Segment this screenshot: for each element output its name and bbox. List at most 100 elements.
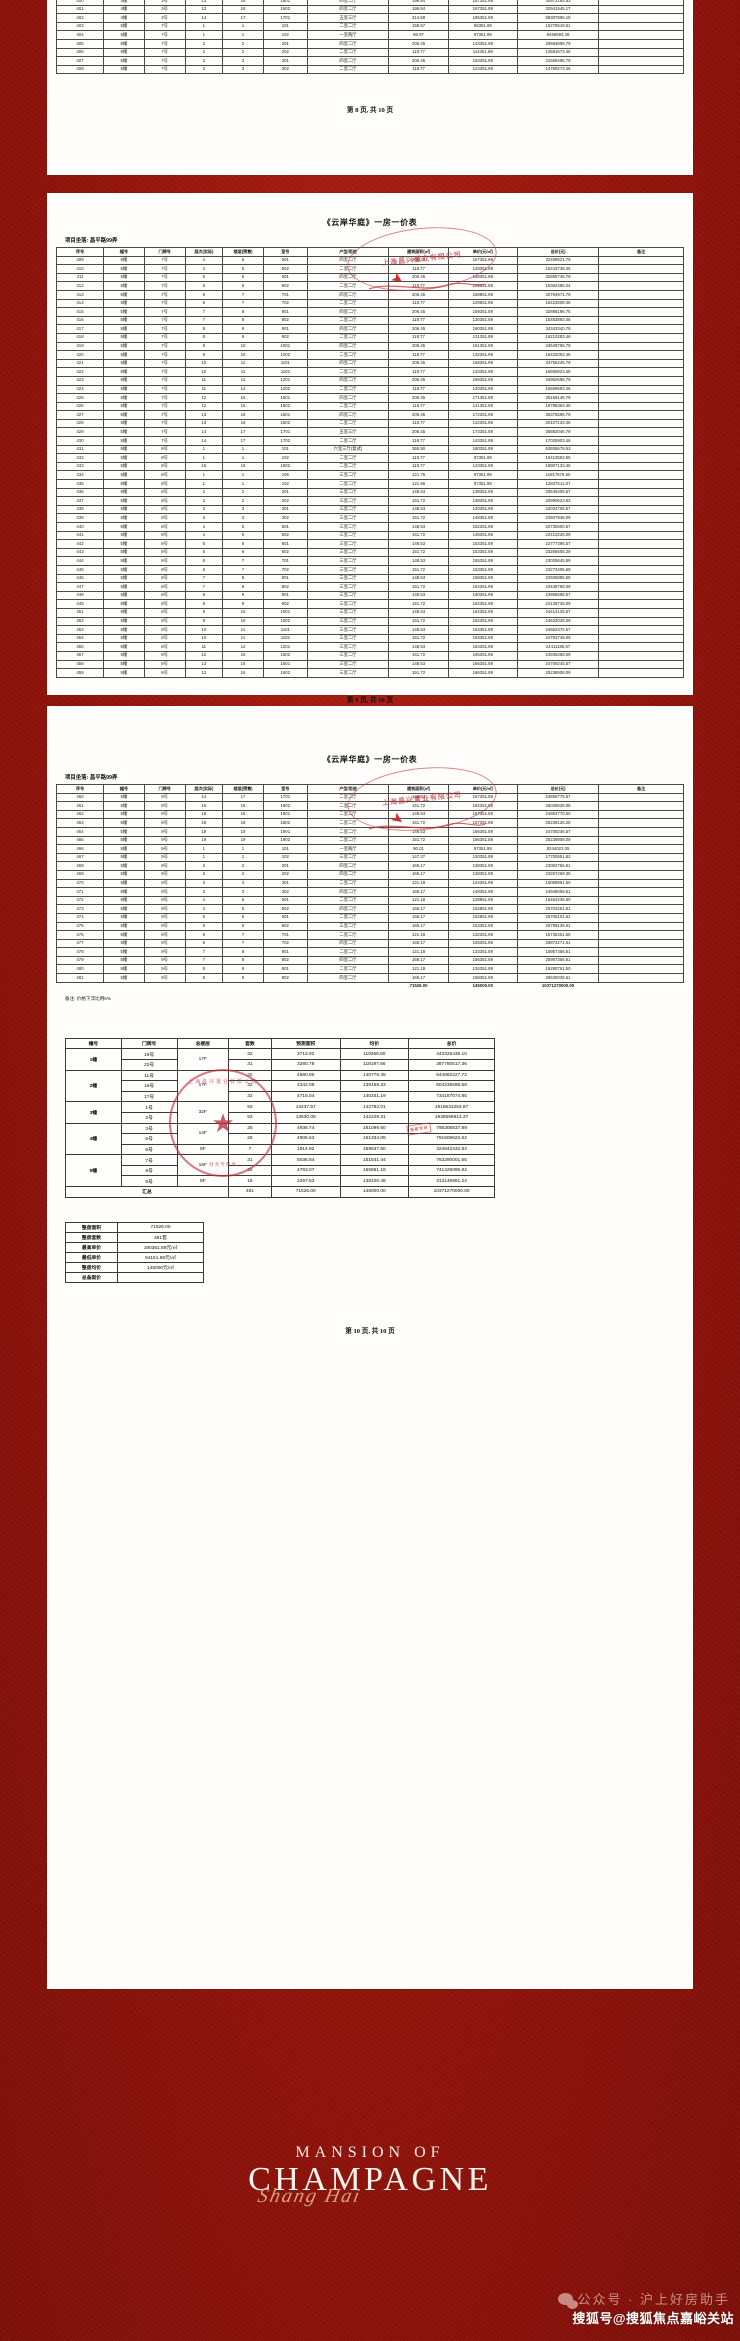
cell-c10 (598, 522, 684, 532)
cell-c4: 1 (222, 453, 264, 463)
cell-c1: 5幢 (103, 955, 145, 966)
cell-c9: 24946058.61 (516, 887, 600, 897)
cell-c7: 206.45 (388, 427, 449, 438)
cell-c7: 148.53 (388, 826, 449, 837)
cell-c3: 8 (184, 599, 224, 609)
cell-c4: 2 (222, 38, 264, 49)
cell-c4: 1 (222, 444, 264, 455)
table-row: 476 5幢 9号 6 7 701 二室二厅 121.18 132351.89 15735451.… (55, 930, 684, 940)
total-spacer-6 (307, 982, 389, 991)
cell-c4: 7 (222, 564, 264, 575)
summary-count: 25 (228, 1133, 272, 1145)
cell-c9: 32941545.17 (516, 4, 600, 15)
cell-c3: 2 (184, 47, 224, 58)
cell-c9: 16280761.50 (516, 964, 600, 975)
cell-c0: 412 (55, 281, 105, 291)
cell-c8: 172351.89 (447, 410, 518, 420)
summary-avg: 138100.48 (339, 1175, 410, 1188)
cell-c2: 8号 (143, 573, 186, 584)
cell-c5: 502 (262, 904, 308, 914)
cell-c8: 180351.89 (447, 444, 518, 455)
cell-c10 (598, 921, 684, 932)
summary-avg: 169637.60 (339, 1143, 410, 1156)
cell-c6: 三室二厅 (306, 487, 390, 498)
cell-c6: 三室二厅 (306, 504, 390, 515)
cell-c3: 12 (184, 393, 224, 403)
cell-c7: 148.53 (388, 625, 449, 635)
cell-c4: 1 (222, 21, 264, 32)
summary-avg: 142229.31 (339, 1111, 410, 1124)
cell-c9: 22925885.58 (516, 573, 600, 584)
cell-c8: 138351.89 (447, 487, 518, 498)
cell-c10 (598, 264, 684, 274)
cell-c5: 1602 (262, 418, 308, 429)
cell-c5: 1201 (262, 375, 308, 386)
cell-c3: 2 (184, 38, 224, 49)
table-row: 404 5幢 7号 1 1 102 一室两厅 86.97 97351.89 8466693.49 (55, 30, 684, 40)
table-row: 469 5幢 9号 2 2 201 四室二厅 168.17 138351.89 23002756.… (55, 861, 684, 871)
summary-area: 4715.04 (270, 1090, 341, 1103)
cell-c0: 458 (55, 659, 105, 670)
cell-c6: 二室二厅 (306, 809, 390, 820)
cell-c7: 148.53 (388, 590, 449, 601)
cell-c10 (598, 792, 684, 803)
cell-c8: 129651.89 (447, 298, 518, 309)
cell-c1: 5幢 (103, 496, 145, 506)
cell-c3: 4 (184, 264, 224, 274)
cell-c5: 1002 (262, 616, 308, 627)
cell-c0: 415 (55, 307, 105, 317)
cell-c9: 22777395.57 (516, 539, 600, 549)
cell-c3: 3 (184, 64, 224, 75)
table-header-row: 序号 幢号 门牌号 层次(实际) 楼层(预售) 室号 户型/用途 建筑面积(㎡) 单价(元/㎡)… (55, 784, 684, 794)
cell-c10 (598, 453, 684, 463)
cell-c10 (598, 350, 684, 360)
cell-c1: 5幢 (103, 479, 145, 489)
cell-c8: 120351.89 (447, 852, 518, 863)
table-row: 453 5幢 8号 10 11 1101 三室二厅 148.53 163351.89 246623… (55, 625, 684, 635)
cell-c3: 6 (184, 556, 224, 566)
cell-c8: 160351.89 (447, 590, 518, 601)
cell-c2: 9号 (143, 912, 186, 923)
summary-total: 795306837.89 (408, 1122, 495, 1135)
cell-c2: 9号 (143, 852, 186, 863)
cell-c4: 7 (222, 556, 264, 566)
cell-c3: 7 (184, 947, 224, 957)
cell-c5: 101 (262, 444, 308, 455)
cell-c0: 439 (55, 513, 105, 523)
cell-c7: 151.72 (388, 530, 449, 541)
cell-c0: 471 (55, 887, 105, 897)
cell-c0: 427 (55, 410, 105, 420)
cell-c0: 430 (55, 436, 105, 446)
cell-c0: 426 (55, 401, 105, 412)
cell-c9: 15423508.46 (516, 298, 600, 309)
cell-c1: 5幢 (103, 973, 145, 983)
project-location-9: 项目坐落: 昌平路99弄 (65, 238, 118, 244)
cell-c4: 3 (222, 887, 264, 897)
cell-c3: 3 (184, 887, 224, 897)
summary-row: 3幢 1号 32F 93 13437.57 142782.01 1918643253.87 (65, 1101, 495, 1124)
cell-c1: 5幢 (103, 341, 145, 352)
cell-c8: 143351.89 (447, 461, 518, 472)
cell-c0: 455 (55, 642, 105, 652)
cell-c9: 15735451.55 (516, 930, 600, 940)
cell-c3: 9 (184, 341, 224, 352)
cell-c7: 147.37 (388, 852, 449, 863)
cell-c4: 3 (222, 56, 264, 66)
cell-c9: 24662375.57 (516, 625, 600, 635)
cell-c8: 185351.89 (447, 13, 518, 23)
cell-c9: 11817676.60 (516, 470, 600, 481)
cell-c6: 三室二厅 (306, 513, 390, 523)
cell-c6: 二室二厅 (306, 418, 390, 429)
cell-c8: 166351.89 (447, 659, 518, 670)
cell-c7: 151.72 (388, 818, 449, 828)
cell-c7: 121.56 (388, 479, 449, 489)
summary-count: 32 (228, 1048, 272, 1060)
cell-c9: 15069961.50 (516, 878, 600, 889)
cell-c10 (598, 444, 684, 455)
summary-count: 32 (228, 1080, 272, 1092)
summary-area: 1914.92 (270, 1143, 341, 1156)
cell-c8: 156351.89 (447, 955, 518, 966)
project-location-10: 项目坐落: 昌平路99弄 (65, 775, 118, 781)
table-row: 461 5幢 9号 16 19 1902 二室二厅 151.72 162351.89 250396… (55, 801, 684, 811)
cell-c2: 8号 (143, 487, 186, 498)
